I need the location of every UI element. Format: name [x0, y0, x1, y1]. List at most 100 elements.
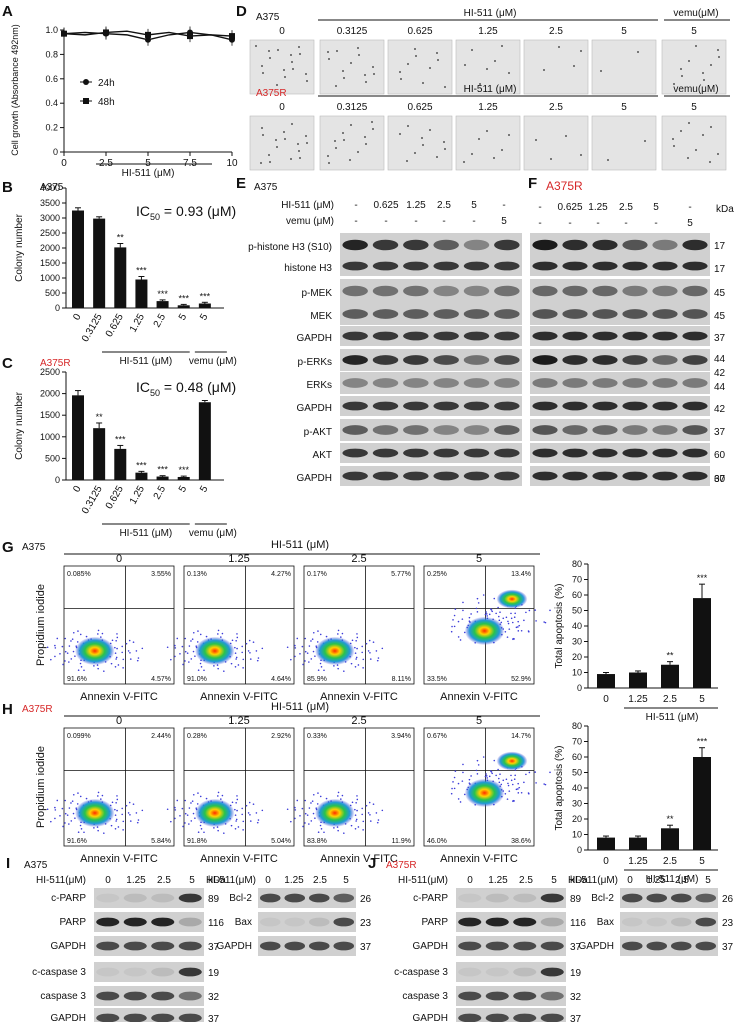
panel-d-colony [283, 69, 285, 71]
panel-e-blot-lane [463, 309, 490, 319]
panel-h-dot [304, 812, 307, 815]
panel-c-bar [198, 402, 211, 480]
panel-f-kda: kDa [716, 204, 734, 215]
panel-e-blot-lane [463, 471, 490, 481]
panel-g-dot [544, 621, 547, 624]
panel-h-dot [64, 822, 66, 824]
panel-i-blot-lane [178, 967, 202, 977]
panel-d-colony [407, 63, 409, 65]
panel-e-row1-label: HI-511 (μM) [281, 200, 334, 211]
panel-h-dot [68, 807, 71, 809]
panel-h-dot [190, 802, 192, 804]
panel-j-protein-label: c-caspase 3 [394, 967, 448, 978]
panel-e-blot-lane [403, 331, 429, 341]
panel-j-blot-bg [456, 962, 566, 982]
panel-i-blot-right-lane [308, 941, 330, 951]
panel-i-kda-value-right: 37 [360, 942, 372, 953]
panel-g-dot [68, 661, 70, 663]
panel-f-blot-lane [592, 261, 618, 271]
panel-h-dot [457, 782, 460, 785]
panel-f-blot-lane [682, 261, 708, 271]
panel-h-dot [93, 827, 95, 829]
panel-g-dot [517, 626, 519, 628]
panel-h-dot [513, 800, 515, 802]
panel-g-bar-sig: ** [666, 651, 674, 661]
panel-j-blot-right-lane [621, 917, 643, 927]
panel-h-dot [196, 803, 199, 805]
panel-g-dot [354, 665, 357, 668]
panel-h-dot [234, 814, 237, 816]
panel-c-sig: ** [96, 412, 104, 422]
panel-h-dot [223, 832, 225, 834]
panel-f-row2-value: - [538, 218, 541, 229]
panel-h-quad-ll: 46.0% [427, 838, 447, 845]
panel-f-blot-lane [592, 285, 618, 297]
panel-g-dot [356, 647, 358, 650]
panel-h-dot [256, 821, 259, 824]
panel-b-ytick-label: 500 [45, 288, 60, 298]
panel-g-dot [97, 633, 99, 635]
panel-e-blot-bg [340, 419, 522, 441]
panel-a-point [187, 33, 193, 40]
panel-e-blot-lane [403, 471, 429, 481]
panel-d-colony [535, 139, 537, 141]
panel-d-colony [710, 126, 712, 128]
panel-f-blot-lane [532, 331, 558, 341]
panel-d-colony [710, 64, 712, 66]
panel-h-dot [181, 807, 184, 810]
panel-i-blot-lane [96, 991, 120, 1001]
panel-g-xlabel: Annexin V-FITC [320, 691, 398, 703]
panel-e-blot-lane [403, 378, 429, 388]
panel-h-dot [236, 795, 238, 797]
panel-d-dose-label: 0 [279, 26, 285, 37]
panel-b-bar [114, 247, 127, 308]
panel-h-dot [114, 814, 117, 816]
panel-d-colony [494, 60, 496, 62]
panel-e-blot-lane [372, 471, 399, 481]
panel-g-dot [85, 635, 88, 638]
panel-g-dot [457, 620, 460, 623]
panel-g-dot [294, 647, 297, 649]
panel-e-blot-lane [403, 309, 429, 319]
panel-j-blot-lane [458, 917, 482, 927]
panel-g-dot [166, 646, 169, 649]
panel-h-dot [217, 795, 219, 797]
panel-h-dot [513, 778, 516, 781]
panel-g-dot [314, 655, 316, 657]
panel-h-density [496, 751, 528, 771]
panel-d-colony [299, 157, 301, 159]
panel-d-colony [673, 83, 675, 85]
panel-j-blot-right-lane [670, 893, 692, 903]
panel-f-blot-bg [530, 256, 710, 276]
panel-f-blot-lane [592, 378, 618, 388]
panel-j-blot [456, 912, 566, 932]
panel-e-blot-lane [372, 285, 399, 297]
panel-g-dot [79, 633, 82, 636]
panel-g-dot [452, 619, 454, 621]
panel-g-bar-ytick-label: 0 [577, 683, 582, 693]
panel-g-dot [66, 652, 69, 654]
panel-g-dot [135, 650, 138, 652]
panel-h-dot [249, 820, 252, 822]
panel-g-dot [74, 655, 76, 657]
panel-d-colony [464, 64, 466, 66]
panel-f-blot-lane [592, 331, 618, 341]
panel-i-blot-bg [94, 936, 204, 956]
panel-f-blot-bg [530, 419, 710, 441]
panel-h-dot [450, 792, 453, 795]
panel-g-dot [249, 658, 252, 660]
panel-j-blot-lane [513, 941, 537, 951]
panel-g-quad-ll: 91.0% [187, 676, 207, 683]
panel-g-dot [125, 642, 128, 645]
panel-f-blot [530, 396, 710, 416]
panel-f-blot-lane [532, 239, 558, 251]
panel-g-dot [367, 650, 370, 652]
panel-d-colony [444, 86, 446, 88]
panel-e-blot-lane [403, 448, 429, 458]
panel-g-dot [184, 660, 186, 662]
panel-h-dot [462, 771, 464, 774]
panel-h-dot [502, 779, 505, 782]
panel-e-blot-lane [433, 239, 459, 251]
panel-h-quad-lr: 38.6% [511, 838, 531, 845]
panel-h-dot [77, 792, 79, 794]
